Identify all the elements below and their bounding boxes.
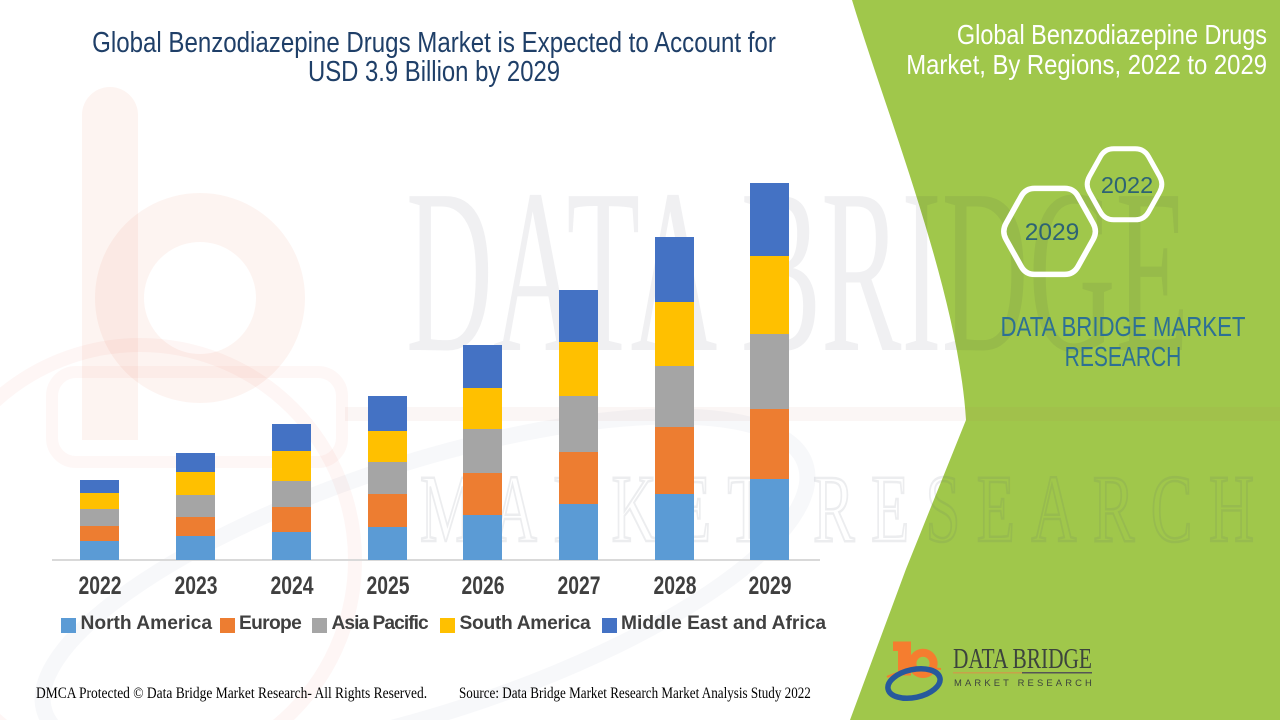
svg-text:DATA BRIDGE: DATA BRIDGE xyxy=(953,643,1092,675)
svg-text:MARKET RESEARCH: MARKET RESEARCH xyxy=(420,456,1270,563)
svg-text:MARKET RESEARCH: MARKET RESEARCH xyxy=(954,678,1095,688)
svg-text:DATA BRIDGE: DATA BRIDGE xyxy=(406,141,1189,401)
